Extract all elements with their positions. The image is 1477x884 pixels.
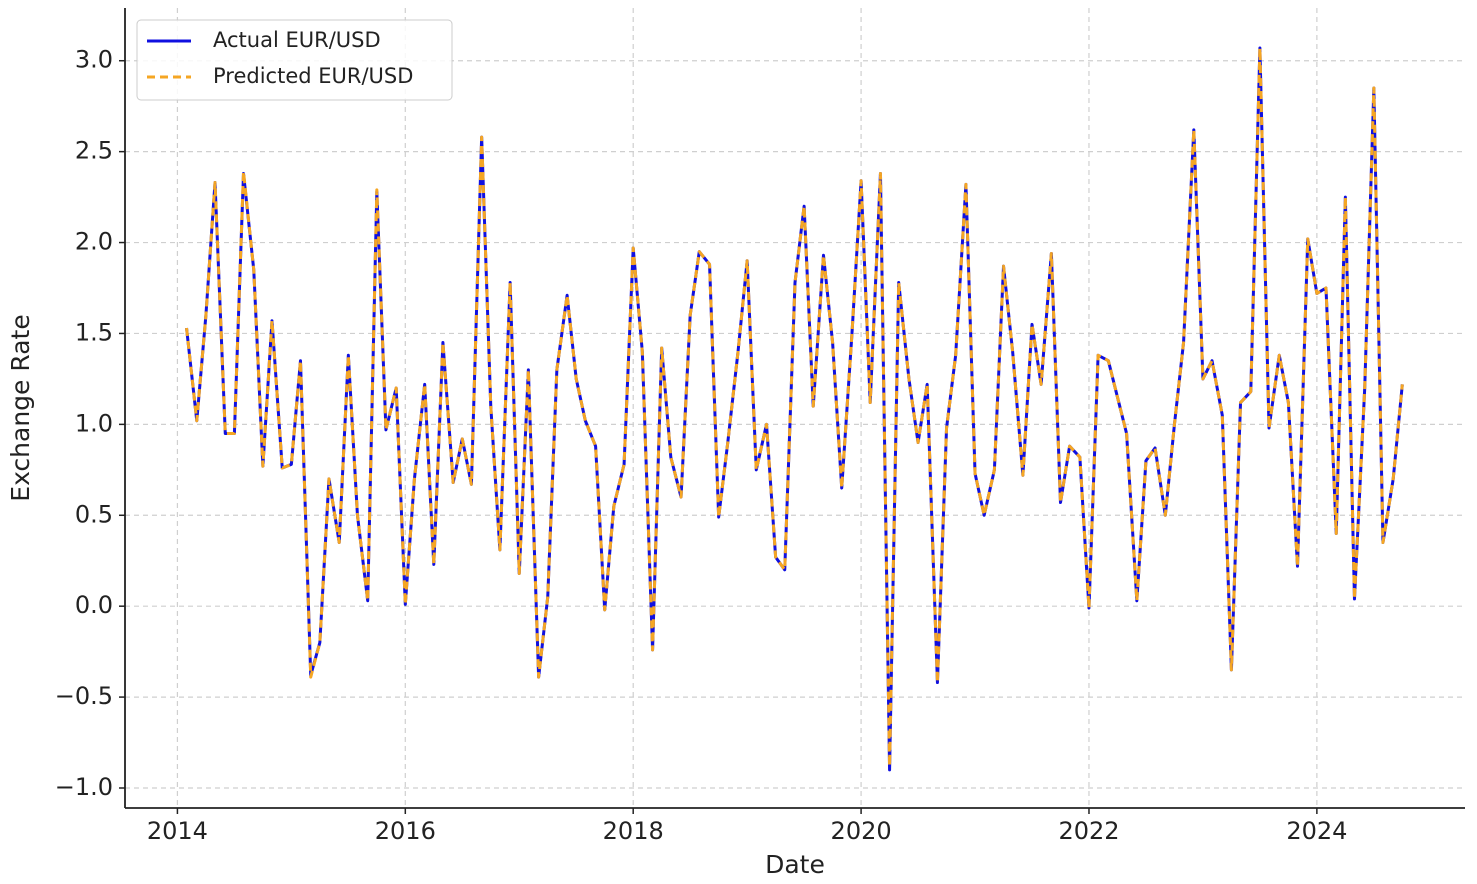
series-line xyxy=(185,46,1404,768)
y-tick-label: 1.5 xyxy=(75,318,113,346)
legend-box xyxy=(136,19,453,101)
y-tick-label: 2.5 xyxy=(75,137,113,165)
x-tick-label: 2020 xyxy=(831,817,892,845)
x-tick-label: 2024 xyxy=(1286,817,1347,845)
legend: Actual EUR/USD Predicted EUR/USD xyxy=(136,19,453,101)
legend-label: Predicted EUR/USD xyxy=(213,64,413,88)
legend-label: Actual EUR/USD xyxy=(213,28,381,52)
series-line xyxy=(185,46,1404,772)
y-axis-label: Exchange Rate xyxy=(6,314,35,501)
y-tick-label: 1.0 xyxy=(75,409,113,437)
x-axis-label: Date xyxy=(765,850,825,879)
y-tick-label: −1.0 xyxy=(55,773,113,801)
x-tick-label: 2022 xyxy=(1058,817,1119,845)
x-tick-label: 2016 xyxy=(375,817,436,845)
x-tick-label: 2014 xyxy=(147,817,208,845)
y-tick-label: 0.5 xyxy=(75,500,113,528)
y-tick-label: −0.5 xyxy=(55,682,113,710)
y-tick-label: 0.0 xyxy=(75,591,113,619)
x-tick-label: 2018 xyxy=(603,817,664,845)
y-tick-label: 2.0 xyxy=(75,228,113,256)
y-tick-label: 3.0 xyxy=(75,46,113,74)
